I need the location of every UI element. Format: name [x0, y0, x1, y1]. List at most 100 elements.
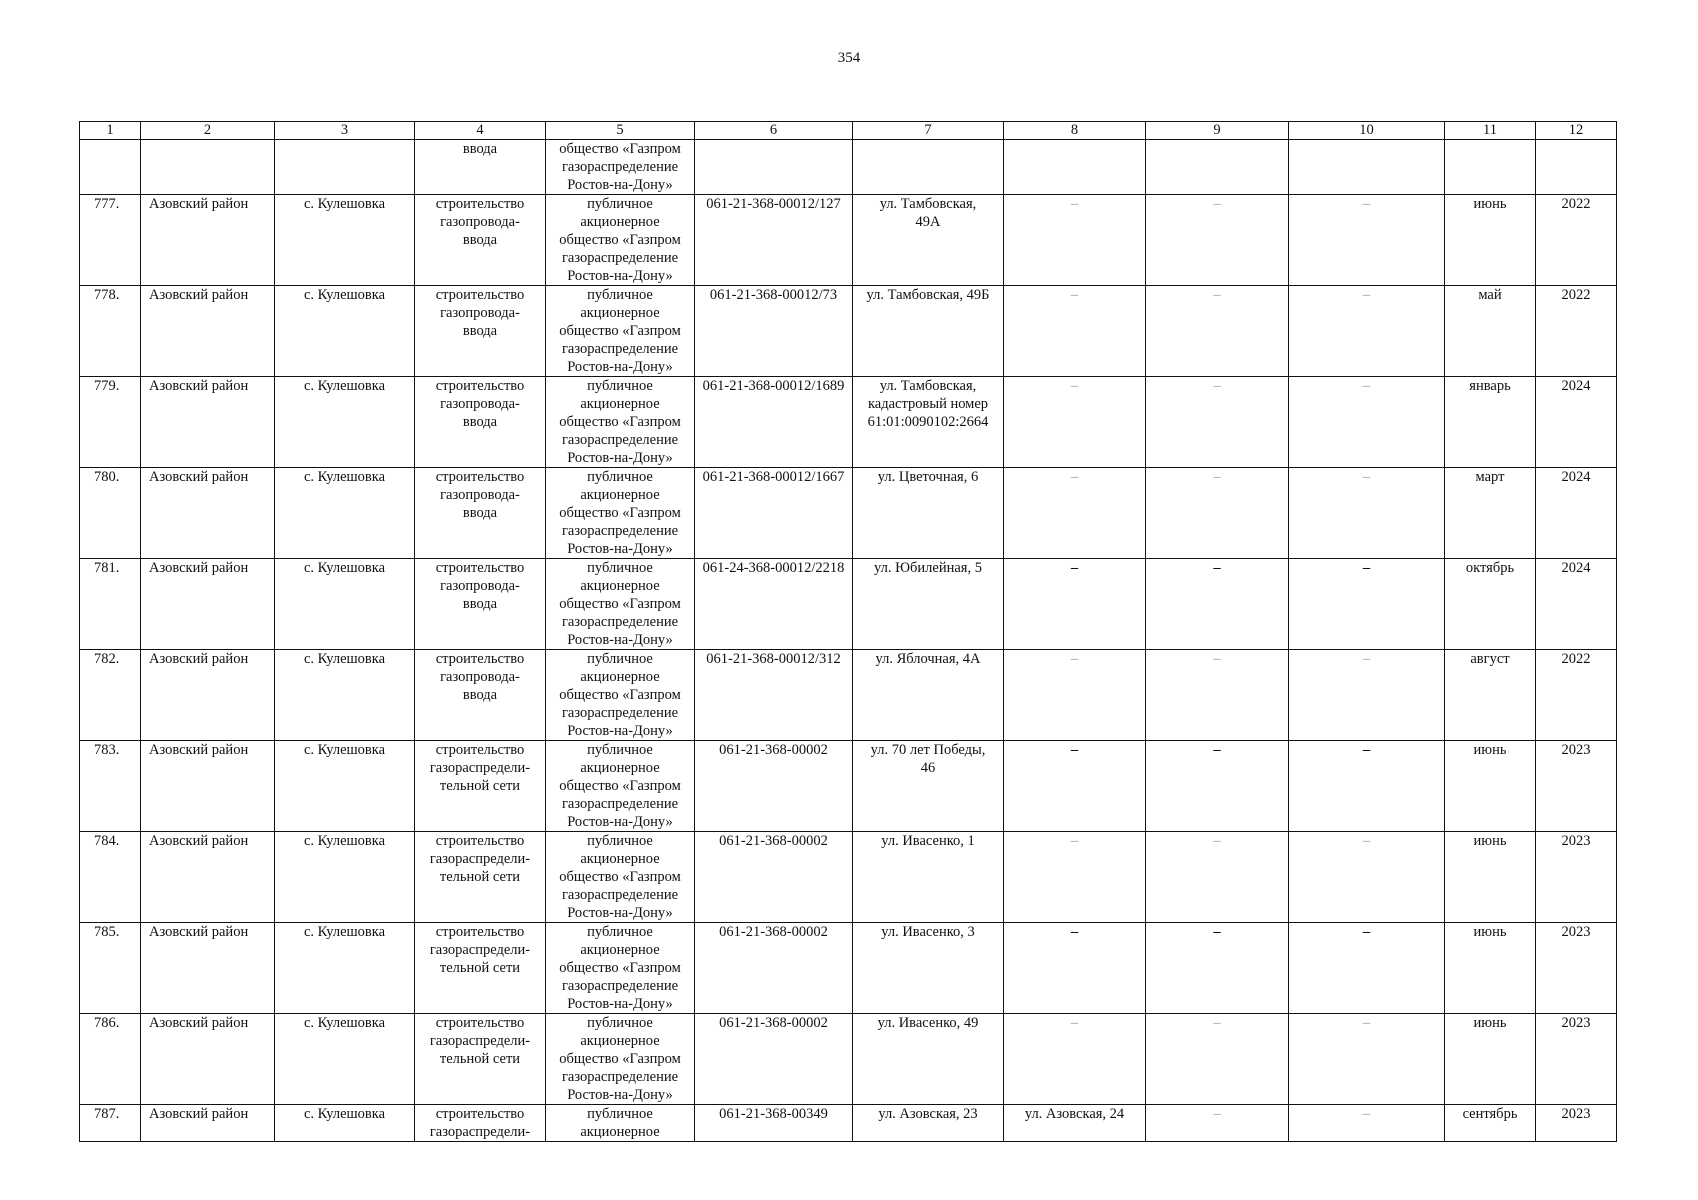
table-cell: 061-21-368-00002 — [694, 740, 853, 832]
table-cell: публичное акционерное общество «Газпром … — [545, 194, 695, 286]
table-cell: 777. — [79, 194, 141, 286]
table-row: 780. Азовский район с. Кулешовка строительс… — [79, 467, 1617, 559]
table-cell: 2024 — [1535, 376, 1617, 468]
table-cell: Азовский район — [140, 467, 275, 559]
table-cell: – — [1288, 558, 1445, 650]
table-cell: с. Кулешовка — [274, 1104, 415, 1142]
table-cell: май — [1444, 285, 1536, 377]
table-cell: ул. Тамбовская, кадастровый номер 61:01:… — [852, 376, 1004, 468]
table-cell: с. Кулешовка — [274, 922, 415, 1014]
table-cell: Азовский район — [140, 1013, 275, 1105]
column-header: 8 — [1003, 121, 1146, 140]
table-row: 786. Азовский район с. Кулешовка строительс… — [79, 1013, 1617, 1105]
table-cell: ул. Азовская, 24 — [1003, 1104, 1146, 1142]
table-cell: строительство газопровода- ввода — [414, 285, 546, 377]
table-cell: июнь — [1444, 922, 1536, 1014]
table-cell — [79, 139, 141, 195]
table-cell: 2022 — [1535, 649, 1617, 741]
table-cell: – — [1003, 467, 1146, 559]
table-cell: с. Кулешовка — [274, 649, 415, 741]
table-cell: – — [1003, 740, 1146, 832]
table-cell: октябрь — [1444, 558, 1536, 650]
table-cell: 2023 — [1535, 831, 1617, 923]
table-cell: Азовский район — [140, 649, 275, 741]
column-header: 5 — [545, 121, 695, 140]
table-cell: 2023 — [1535, 1013, 1617, 1105]
table-cell: – — [1003, 1013, 1146, 1105]
table-cell: с. Кулешовка — [274, 285, 415, 377]
table-cell: 061-21-368-00012/312 — [694, 649, 853, 741]
document-table: 1 2 3 4 5 6 7 8 9 10 11 12 ввода общество «Газпром га… — [79, 121, 1617, 1142]
table-cell: 783. — [79, 740, 141, 832]
table-cell: Азовский район — [140, 1104, 275, 1142]
table-cell: 061-21-368-00002 — [694, 831, 853, 923]
table-cell: строительство газопровода- ввода — [414, 558, 546, 650]
table-cell: ул. Азовская, 23 — [852, 1104, 1004, 1142]
table-cell: публичное акционерное общество «Газпром … — [545, 649, 695, 741]
table-cell — [1003, 139, 1146, 195]
table-cell: с. Кулешовка — [274, 740, 415, 832]
table-cell: 785. — [79, 922, 141, 1014]
table-row: 781. Азовский район с. Кулешовка строительс… — [79, 558, 1617, 650]
table-cell: строительство газораспредели- — [414, 1104, 546, 1142]
table-cell: – — [1145, 831, 1289, 923]
table-row: 782. Азовский район с. Кулешовка строительс… — [79, 649, 1617, 741]
table-cell: – — [1003, 831, 1146, 923]
table-cell: строительство газораспредели- тельной се… — [414, 922, 546, 1014]
table-cell: строительство газопровода- ввода — [414, 467, 546, 559]
table-cell: 2023 — [1535, 740, 1617, 832]
table-cell: строительство газопровода- ввода — [414, 649, 546, 741]
column-header: 9 — [1145, 121, 1289, 140]
table-cell: 061-24-368-00012/2218 — [694, 558, 853, 650]
table-cell: с. Кулешовка — [274, 194, 415, 286]
column-header: 3 — [274, 121, 415, 140]
table-cell: Азовский район — [140, 922, 275, 1014]
table-cell: 2023 — [1535, 1104, 1617, 1142]
table-cell: – — [1288, 376, 1445, 468]
table-cell: – — [1288, 467, 1445, 559]
table-cell: – — [1288, 285, 1445, 377]
table-cell: – — [1145, 1104, 1289, 1142]
table-cell: – — [1288, 1013, 1445, 1105]
table-cell: – — [1145, 467, 1289, 559]
table-cell: – — [1003, 285, 1146, 377]
table-cell: – — [1145, 285, 1289, 377]
table-cell: – — [1003, 194, 1146, 286]
table-cell: строительство газопровода- ввода — [414, 376, 546, 468]
table-cell: ул. Юбилейная, 5 — [852, 558, 1004, 650]
table-cell: 784. — [79, 831, 141, 923]
table-cell — [1145, 139, 1289, 195]
table-cell: публичное акционерное общество «Газпром … — [545, 285, 695, 377]
table-row: 784. Азовский район с. Кулешовка строительс… — [79, 831, 1617, 923]
table-cell: январь — [1444, 376, 1536, 468]
table-cell: 786. — [79, 1013, 141, 1105]
table-cell: 061-21-368-00012/1689 — [694, 376, 853, 468]
table-cell: – — [1288, 831, 1445, 923]
column-header: 2 — [140, 121, 275, 140]
table-cell: с. Кулешовка — [274, 558, 415, 650]
table-cell: – — [1288, 740, 1445, 832]
table-row: 787. Азовский район с. Кулешовка строительс… — [79, 1104, 1617, 1142]
table-cell: – — [1288, 922, 1445, 1014]
table-cell: 061-21-368-00012/73 — [694, 285, 853, 377]
table-cell: 061-21-368-00012/1667 — [694, 467, 853, 559]
table-cell: ул. 70 лет Победы, 46 — [852, 740, 1004, 832]
table-cell: публичное акционерное общество «Газпром … — [545, 467, 695, 559]
table-cell: 2022 — [1535, 194, 1617, 286]
table-cell: Азовский район — [140, 194, 275, 286]
table-row: 779. Азовский район с. Кулешовка строительс… — [79, 376, 1617, 468]
table-cell: 061-21-368-00349 — [694, 1104, 853, 1142]
table-cell: – — [1003, 922, 1146, 1014]
table-cell: Азовский район — [140, 831, 275, 923]
table-row: 785. Азовский район с. Кулешовка строительс… — [79, 922, 1617, 1014]
table-cell: с. Кулешовка — [274, 376, 415, 468]
table-cell: 061-21-368-00012/127 — [694, 194, 853, 286]
table-cell — [274, 139, 415, 195]
table-cell: июнь — [1444, 194, 1536, 286]
table-cell: публичное акционерное общество «Газпром … — [545, 376, 695, 468]
table-cell: март — [1444, 467, 1536, 559]
table-cell: – — [1288, 649, 1445, 741]
column-header: 10 — [1288, 121, 1445, 140]
page-number: 354 — [837, 50, 861, 66]
table-cell: – — [1288, 194, 1445, 286]
